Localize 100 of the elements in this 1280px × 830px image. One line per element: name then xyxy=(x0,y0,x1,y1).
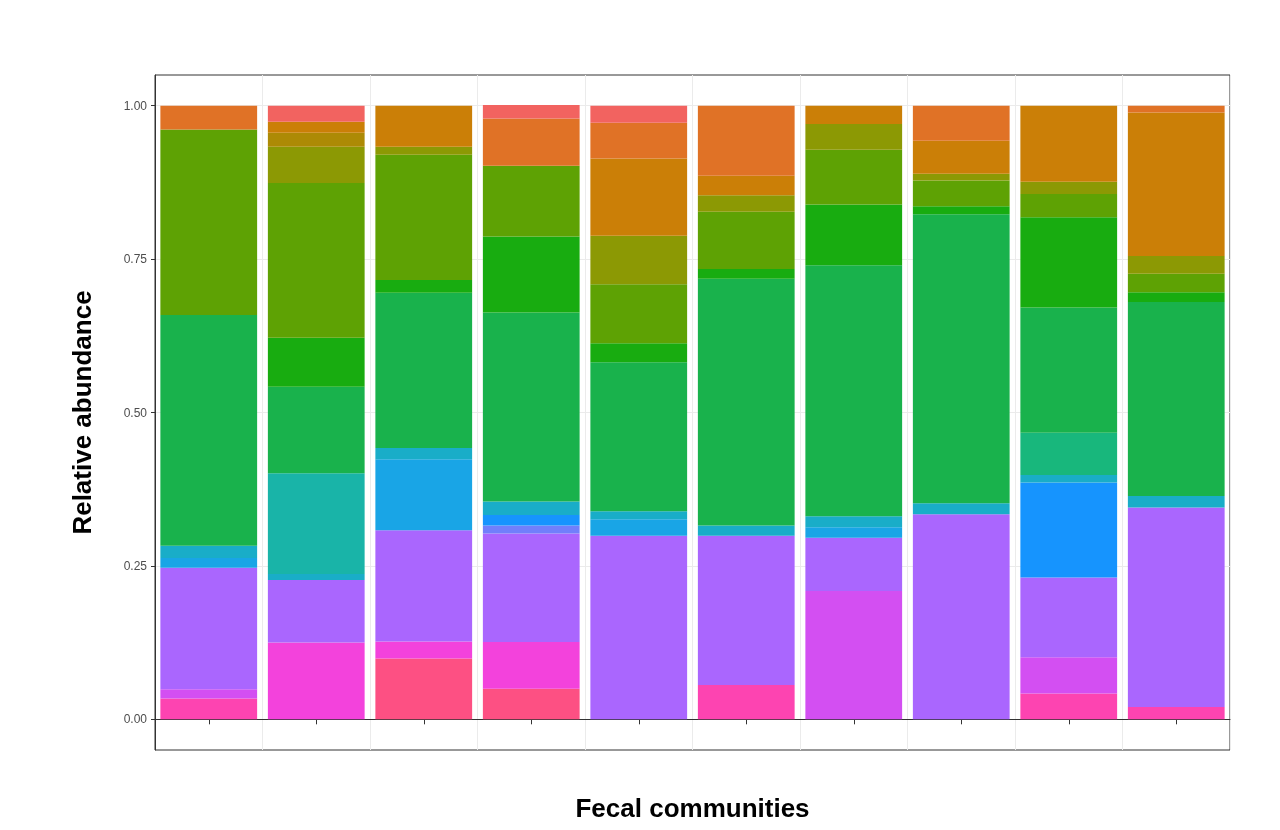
bar xyxy=(697,684,795,720)
bar xyxy=(697,278,795,526)
bar xyxy=(160,105,258,130)
bar xyxy=(482,514,580,526)
y-tick-label: 0.50 xyxy=(123,405,148,420)
bar xyxy=(267,146,365,183)
bar xyxy=(482,501,580,515)
bar xyxy=(590,122,688,159)
bar xyxy=(912,206,1010,215)
bar xyxy=(482,105,580,119)
bar xyxy=(267,183,365,338)
bar xyxy=(1020,657,1118,694)
bar xyxy=(1020,194,1118,218)
bar xyxy=(912,180,1010,207)
bar xyxy=(1127,302,1225,496)
bar xyxy=(267,580,365,643)
bar xyxy=(160,698,258,720)
bar xyxy=(1020,217,1118,308)
bar xyxy=(375,530,473,642)
bar xyxy=(375,154,473,280)
bar xyxy=(912,214,1010,504)
bar xyxy=(805,265,903,517)
bar xyxy=(375,105,473,147)
bar xyxy=(805,537,903,592)
bar xyxy=(482,533,580,642)
bar xyxy=(912,503,1010,515)
bar xyxy=(1127,507,1225,708)
bar xyxy=(912,173,1010,181)
bar xyxy=(1127,707,1225,720)
bar xyxy=(267,132,365,147)
bar xyxy=(590,158,688,236)
bar xyxy=(1020,475,1118,483)
bar xyxy=(912,105,1010,141)
bar xyxy=(805,591,903,720)
bar xyxy=(1020,693,1118,720)
bar xyxy=(482,236,580,313)
bar xyxy=(482,165,580,237)
bar xyxy=(805,105,903,125)
bar xyxy=(697,175,795,196)
y-tick-label: 0.00 xyxy=(123,712,148,727)
bar xyxy=(267,642,365,720)
bar xyxy=(267,105,365,122)
bar xyxy=(912,514,1010,720)
bar xyxy=(1020,482,1118,578)
bar xyxy=(590,511,688,520)
bar xyxy=(1020,432,1118,476)
bar xyxy=(267,573,365,581)
bar xyxy=(375,658,473,720)
bar xyxy=(590,362,688,512)
bar xyxy=(1020,577,1118,658)
bar xyxy=(805,204,903,266)
y-tick-label: 0.25 xyxy=(123,558,148,573)
bar xyxy=(590,235,688,285)
bar xyxy=(697,211,795,269)
bar xyxy=(267,121,365,133)
bar xyxy=(482,118,580,166)
bar xyxy=(912,140,1010,174)
bar xyxy=(590,343,688,363)
bar xyxy=(1127,292,1225,303)
bar xyxy=(1127,256,1225,274)
bar xyxy=(805,149,903,205)
bar xyxy=(1127,112,1225,257)
bar xyxy=(160,545,258,558)
bar xyxy=(697,535,795,685)
bar xyxy=(375,459,473,531)
bar xyxy=(375,448,473,460)
bar xyxy=(590,284,688,344)
bar xyxy=(1020,307,1118,433)
bar xyxy=(375,641,473,659)
bar xyxy=(1020,181,1118,195)
bar xyxy=(482,688,580,720)
bar xyxy=(590,105,688,123)
bar xyxy=(805,124,903,150)
bar xyxy=(160,557,258,568)
bar xyxy=(482,312,580,502)
bar xyxy=(482,642,580,689)
bar xyxy=(697,268,795,279)
bar xyxy=(805,516,903,528)
bar xyxy=(160,314,258,546)
y-tick-label: 1.00 xyxy=(123,98,148,113)
bar xyxy=(267,473,365,574)
bar xyxy=(697,525,795,536)
bar xyxy=(160,567,258,690)
x-axis-title: Fecal communities xyxy=(575,793,810,823)
bar xyxy=(805,527,903,538)
bar xyxy=(1127,495,1225,508)
bar xyxy=(160,689,258,699)
bar xyxy=(590,519,688,536)
bar xyxy=(375,279,473,293)
bar xyxy=(267,337,365,387)
bar xyxy=(1127,273,1225,293)
bar xyxy=(1020,105,1118,182)
bar xyxy=(697,105,795,176)
y-tick-label: 0.75 xyxy=(123,252,148,267)
bar xyxy=(482,525,580,534)
bar xyxy=(375,146,473,155)
bar xyxy=(697,195,795,212)
bar xyxy=(590,535,688,720)
bar xyxy=(267,386,365,474)
bar xyxy=(160,129,258,315)
